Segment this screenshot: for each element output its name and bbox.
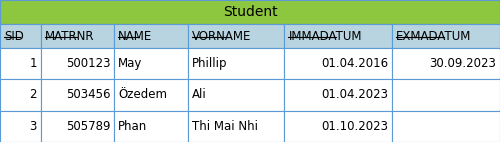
- Bar: [114, 79, 188, 111]
- Bar: [284, 111, 392, 142]
- Text: May: May: [118, 57, 142, 70]
- Bar: [188, 79, 284, 111]
- Bar: [188, 24, 284, 48]
- Bar: [284, 79, 392, 111]
- Bar: [0, 79, 41, 111]
- Text: Thi Mai Nhi: Thi Mai Nhi: [192, 120, 258, 133]
- Bar: [392, 24, 500, 48]
- Text: 30.09.2023: 30.09.2023: [429, 57, 496, 70]
- Bar: [392, 79, 500, 111]
- Text: 500123: 500123: [66, 57, 110, 70]
- Text: 2: 2: [30, 88, 37, 102]
- Text: NAME: NAME: [118, 30, 152, 42]
- Text: Student: Student: [222, 5, 278, 19]
- Text: 1: 1: [30, 57, 37, 70]
- Bar: [114, 24, 188, 48]
- Text: IMMADATUM: IMMADATUM: [288, 30, 362, 42]
- Bar: [41, 24, 114, 48]
- Text: Phillip: Phillip: [192, 57, 227, 70]
- Text: Ali: Ali: [192, 88, 206, 102]
- Bar: [392, 111, 500, 142]
- Text: MATRNR: MATRNR: [45, 30, 94, 42]
- Bar: [41, 79, 114, 111]
- Text: 01.10.2023: 01.10.2023: [321, 120, 388, 133]
- Bar: [114, 111, 188, 142]
- Bar: [41, 48, 114, 79]
- Bar: [284, 24, 392, 48]
- Text: 01.04.2016: 01.04.2016: [321, 57, 388, 70]
- Text: 503456: 503456: [66, 88, 110, 102]
- Text: VORNAME: VORNAME: [192, 30, 251, 42]
- Text: EXMADATUM: EXMADATUM: [396, 30, 471, 42]
- Text: Phan: Phan: [118, 120, 148, 133]
- Text: 01.04.2023: 01.04.2023: [321, 88, 388, 102]
- Bar: [188, 111, 284, 142]
- Text: 3: 3: [30, 120, 37, 133]
- Bar: [0, 24, 41, 48]
- Bar: [284, 48, 392, 79]
- Text: 505789: 505789: [66, 120, 110, 133]
- Bar: [114, 48, 188, 79]
- Bar: [0, 48, 41, 79]
- Bar: [0, 0, 500, 24]
- Bar: [392, 48, 500, 79]
- Text: Özedem: Özedem: [118, 88, 167, 102]
- Bar: [0, 111, 41, 142]
- Bar: [188, 48, 284, 79]
- Text: SID: SID: [4, 30, 24, 42]
- Bar: [41, 111, 114, 142]
